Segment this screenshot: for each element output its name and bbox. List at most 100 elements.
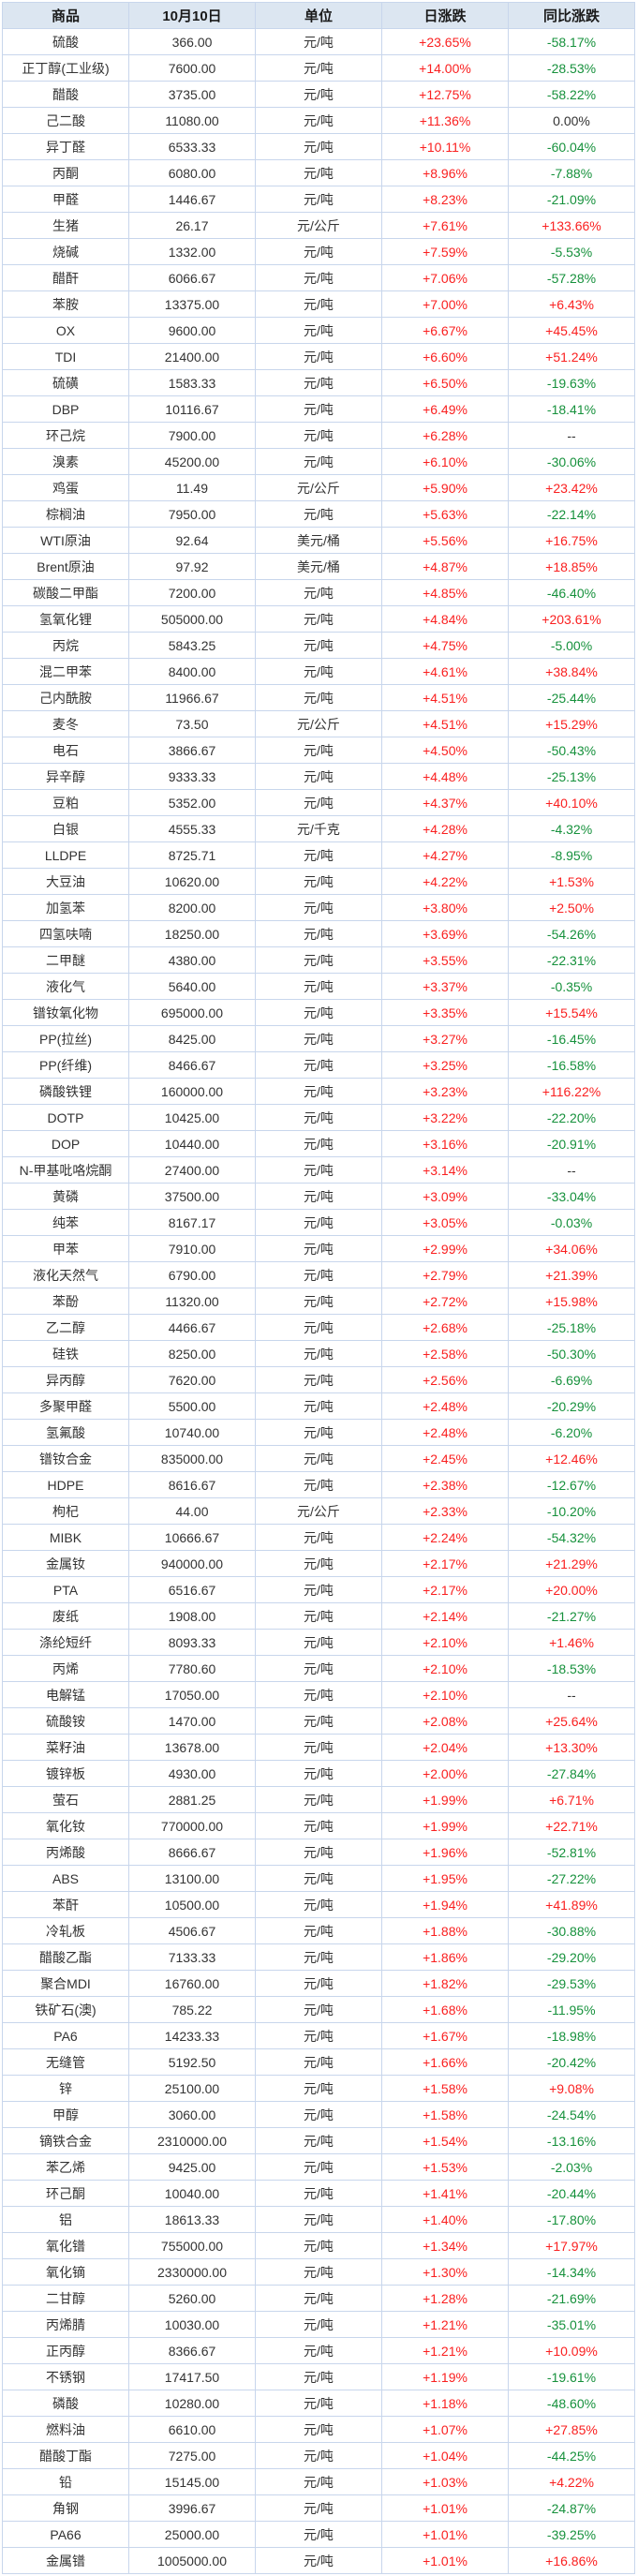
yoy-change: +9.08% xyxy=(508,2075,635,2102)
yoy-change: -29.53% xyxy=(508,1970,635,1997)
yoy-change: -0.35% xyxy=(508,973,635,1000)
unit-label: 元/吨 xyxy=(255,2048,382,2076)
price-value: 10040.00 xyxy=(128,2180,256,2207)
daily-change: +4.50% xyxy=(381,737,509,764)
table-row: 角钢 3996.67 元/吨 +1.01% -24.87% xyxy=(2,2494,635,2522)
yoy-change: -27.84% xyxy=(508,1760,635,1787)
commodity-name: 枸杞 xyxy=(2,1497,129,1525)
price-value: 21400.00 xyxy=(128,343,256,370)
table-row: WTI原油 92.64 美元/桶 +5.56% +16.75% xyxy=(2,527,635,554)
commodity-name: PA6 xyxy=(2,2022,129,2049)
price-value: 2330000.00 xyxy=(128,2258,256,2286)
unit-label: 元/吨 xyxy=(255,1760,382,1787)
commodity-name: 碳酸二甲酯 xyxy=(2,579,129,606)
unit-label: 元/吨 xyxy=(255,1917,382,1944)
price-value: 5640.00 xyxy=(128,973,256,1000)
yoy-change: -25.44% xyxy=(508,684,635,711)
price-value: 770000.00 xyxy=(128,1812,256,1839)
table-row: 丙烯酸 8666.67 元/吨 +1.96% -52.81% xyxy=(2,1839,635,1866)
unit-label: 元/吨 xyxy=(255,1419,382,1446)
unit-label: 元/吨 xyxy=(255,1104,382,1131)
yoy-change: +16.75% xyxy=(508,527,635,554)
daily-change: +1.58% xyxy=(381,2075,509,2102)
table-row: 甲醛 1446.67 元/吨 +8.23% -21.09% xyxy=(2,186,635,213)
daily-change: +2.45% xyxy=(381,1445,509,1472)
daily-change: +2.68% xyxy=(381,1314,509,1341)
commodity-name: 镀锌板 xyxy=(2,1760,129,1787)
unit-label: 元/吨 xyxy=(255,763,382,790)
table-row: PP(纤维) 8466.67 元/吨 +3.25% -16.58% xyxy=(2,1051,635,1079)
yoy-change: -0.03% xyxy=(508,1209,635,1236)
price-value: 6080.00 xyxy=(128,159,256,186)
price-value: 13375.00 xyxy=(128,290,256,318)
price-value: 7780.60 xyxy=(128,1655,256,1682)
table-row: 环己烷 7900.00 元/吨 +6.28% -- xyxy=(2,422,635,449)
daily-change: +1.82% xyxy=(381,1970,509,1997)
price-value: 835000.00 xyxy=(128,1445,256,1472)
commodity-name: 二甲醚 xyxy=(2,946,129,974)
price-value: 6790.00 xyxy=(128,1261,256,1288)
unit-label: 元/吨 xyxy=(255,737,382,764)
unit-label: 元/吨 xyxy=(255,1576,382,1603)
table-row: 电解锰 17050.00 元/吨 +2.10% -- xyxy=(2,1681,635,1708)
table-row: 四氢呋喃 18250.00 元/吨 +3.69% -54.26% xyxy=(2,920,635,947)
commodity-name: 乙二醇 xyxy=(2,1314,129,1341)
daily-change: +6.60% xyxy=(381,343,509,370)
yoy-change: +116.22% xyxy=(508,1078,635,1105)
unit-label: 元/吨 xyxy=(255,238,382,265)
table-row: 铅 15145.00 元/吨 +1.03% +4.22% xyxy=(2,2468,635,2495)
daily-change: +4.87% xyxy=(381,553,509,580)
yoy-change: -22.14% xyxy=(508,500,635,528)
commodity-name: 加氢苯 xyxy=(2,894,129,921)
unit-label: 美元/桶 xyxy=(255,527,382,554)
table-row: 苯乙烯 9425.00 元/吨 +1.53% -2.03% xyxy=(2,2153,635,2181)
daily-change: +1.53% xyxy=(381,2153,509,2181)
unit-label: 元/吨 xyxy=(255,2416,382,2443)
daily-change: +2.48% xyxy=(381,1419,509,1446)
price-value: 8616.67 xyxy=(128,1471,256,1498)
daily-change: +6.28% xyxy=(381,422,509,449)
price-value: 13100.00 xyxy=(128,1865,256,1892)
yoy-change: +1.46% xyxy=(508,1629,635,1656)
commodity-name: 多聚甲醛 xyxy=(2,1392,129,1420)
price-value: 8666.67 xyxy=(128,1839,256,1866)
price-value: 11966.67 xyxy=(128,684,256,711)
unit-label: 元/吨 xyxy=(255,2285,382,2312)
table-row: 铝 18613.33 元/吨 +1.40% -17.80% xyxy=(2,2206,635,2233)
commodity-name: PA66 xyxy=(2,2521,129,2548)
commodity-name: 苯酐 xyxy=(2,1891,129,1918)
yoy-change: +6.43% xyxy=(508,290,635,318)
table-row: PP(拉丝) 8425.00 元/吨 +3.27% -16.45% xyxy=(2,1025,635,1052)
daily-change: +2.00% xyxy=(381,1760,509,1787)
price-value: 8425.00 xyxy=(128,1025,256,1052)
unit-label: 元/吨 xyxy=(255,894,382,921)
yoy-change: +40.10% xyxy=(508,789,635,816)
commodity-name: 电石 xyxy=(2,737,129,764)
commodity-name: 氢氟酸 xyxy=(2,1419,129,1446)
daily-change: +2.08% xyxy=(381,1707,509,1735)
table-row: 氢氟酸 10740.00 元/吨 +2.48% -6.20% xyxy=(2,1419,635,1446)
daily-change: +2.58% xyxy=(381,1340,509,1367)
table-row: PTA 6516.67 元/吨 +2.17% +20.00% xyxy=(2,1576,635,1603)
commodity-name: 锌 xyxy=(2,2075,129,2102)
daily-change: +3.22% xyxy=(381,1104,509,1131)
table-row: 生猪 26.17 元/公斤 +7.61% +133.66% xyxy=(2,212,635,239)
commodity-name: 丙烯酸 xyxy=(2,1839,129,1866)
yoy-change: -- xyxy=(508,1681,635,1708)
price-value: 4506.67 xyxy=(128,1917,256,1944)
commodity-name: 麦冬 xyxy=(2,710,129,737)
unit-label: 元/吨 xyxy=(255,422,382,449)
daily-change: +2.48% xyxy=(381,1392,509,1420)
commodity-name: 角钢 xyxy=(2,2494,129,2522)
price-value: 5500.00 xyxy=(128,1392,256,1420)
commodity-name: 烧碱 xyxy=(2,238,129,265)
price-value: 4380.00 xyxy=(128,946,256,974)
daily-change: +10.11% xyxy=(381,133,509,160)
table-row: 磷酸铁锂 160000.00 元/吨 +3.23% +116.22% xyxy=(2,1078,635,1105)
commodity-name: 菜籽油 xyxy=(2,1734,129,1761)
daily-change: +4.28% xyxy=(381,815,509,842)
commodity-name: 金属钕 xyxy=(2,1550,129,1577)
table-row: 异丙醇 7620.00 元/吨 +2.56% -6.69% xyxy=(2,1366,635,1393)
commodity-name: 磷酸 xyxy=(2,2390,129,2417)
unit-label: 元/吨 xyxy=(255,2442,382,2469)
